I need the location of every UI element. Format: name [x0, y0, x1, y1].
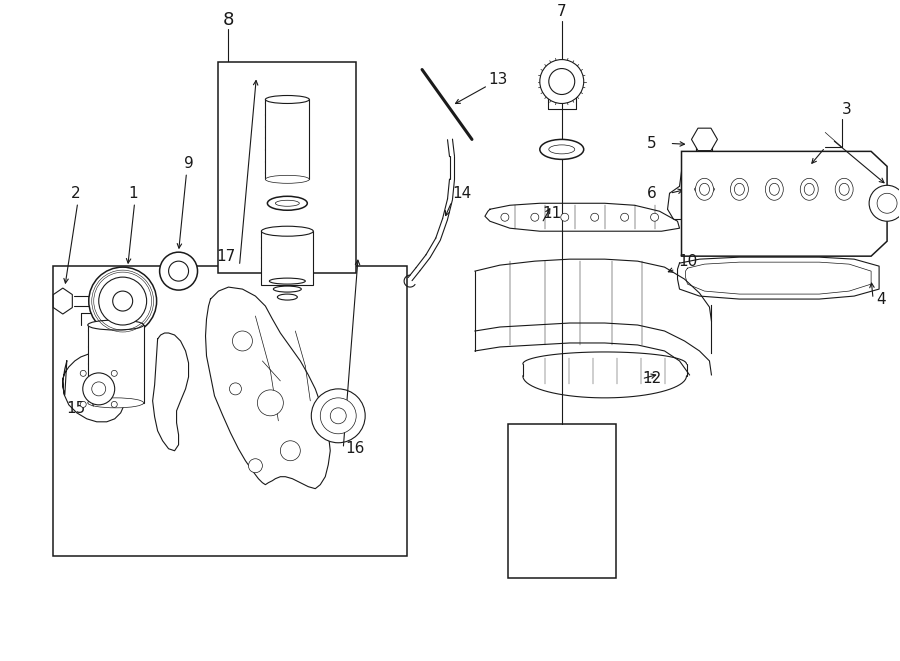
Circle shape: [549, 69, 575, 95]
Text: 1: 1: [128, 186, 138, 201]
Text: 10: 10: [678, 254, 698, 268]
Circle shape: [257, 390, 284, 416]
Circle shape: [99, 277, 147, 325]
Circle shape: [878, 193, 897, 214]
Text: 3: 3: [842, 102, 852, 117]
Circle shape: [531, 214, 539, 221]
Text: 15: 15: [67, 401, 86, 416]
Bar: [261, 231, 313, 285]
Ellipse shape: [734, 183, 744, 195]
Ellipse shape: [266, 95, 310, 104]
Circle shape: [248, 459, 263, 473]
Ellipse shape: [266, 175, 310, 183]
Circle shape: [159, 252, 197, 290]
Ellipse shape: [839, 183, 850, 195]
Ellipse shape: [699, 183, 709, 195]
Text: 12: 12: [642, 371, 662, 387]
Circle shape: [112, 370, 117, 376]
Circle shape: [540, 59, 584, 104]
Circle shape: [330, 408, 346, 424]
Circle shape: [232, 331, 252, 351]
Text: 2: 2: [71, 186, 81, 201]
Ellipse shape: [261, 226, 313, 236]
Ellipse shape: [549, 145, 575, 154]
Bar: [219, 61, 356, 273]
Text: 4: 4: [877, 292, 886, 307]
Ellipse shape: [275, 200, 300, 206]
Text: 17: 17: [216, 249, 235, 264]
Text: 13: 13: [488, 72, 508, 87]
Ellipse shape: [765, 178, 783, 200]
Ellipse shape: [800, 178, 818, 200]
Circle shape: [621, 214, 628, 221]
Circle shape: [561, 214, 569, 221]
Ellipse shape: [540, 139, 584, 159]
Text: 14: 14: [453, 186, 472, 201]
Ellipse shape: [770, 183, 779, 195]
Circle shape: [311, 389, 365, 443]
Bar: [508, 424, 616, 578]
Text: 11: 11: [542, 206, 562, 221]
Circle shape: [83, 373, 114, 405]
Circle shape: [80, 370, 86, 376]
Text: 5: 5: [647, 136, 656, 151]
Circle shape: [230, 383, 241, 395]
Ellipse shape: [274, 286, 302, 292]
Circle shape: [168, 261, 189, 281]
Circle shape: [80, 401, 86, 407]
Polygon shape: [53, 288, 72, 314]
Ellipse shape: [269, 278, 305, 284]
Circle shape: [112, 401, 117, 407]
Ellipse shape: [277, 294, 297, 300]
Polygon shape: [691, 128, 717, 151]
Ellipse shape: [805, 183, 814, 195]
Text: 8: 8: [223, 11, 234, 28]
Circle shape: [89, 267, 157, 335]
Circle shape: [501, 214, 508, 221]
Bar: [266, 100, 310, 179]
Ellipse shape: [267, 196, 307, 210]
Text: 6: 6: [647, 186, 656, 201]
Circle shape: [869, 185, 900, 221]
Ellipse shape: [688, 182, 722, 197]
Bar: [53, 266, 407, 555]
Ellipse shape: [88, 320, 144, 330]
Ellipse shape: [835, 178, 853, 200]
Bar: [88, 325, 144, 403]
Text: 9: 9: [184, 156, 194, 171]
Circle shape: [92, 382, 105, 396]
Ellipse shape: [695, 186, 715, 193]
Ellipse shape: [731, 178, 749, 200]
Text: 16: 16: [346, 442, 365, 456]
Circle shape: [320, 398, 356, 434]
Circle shape: [281, 441, 301, 461]
Circle shape: [651, 214, 659, 221]
Circle shape: [590, 214, 598, 221]
Circle shape: [112, 291, 132, 311]
Polygon shape: [681, 151, 887, 256]
Bar: [697, 139, 713, 169]
Ellipse shape: [88, 398, 144, 408]
Ellipse shape: [696, 178, 714, 200]
Text: 7: 7: [557, 4, 567, 19]
